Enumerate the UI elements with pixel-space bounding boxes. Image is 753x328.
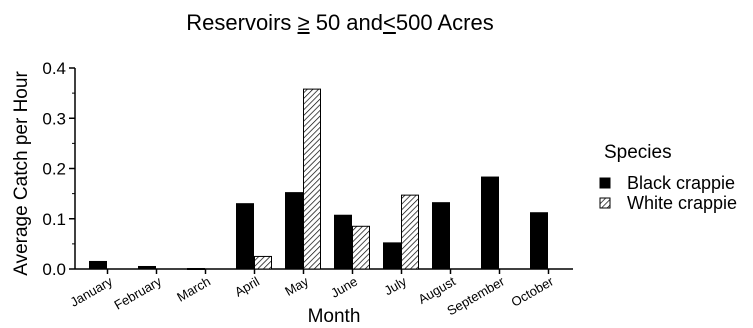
title-geq-symbol: ≥ xyxy=(297,10,310,35)
chart-title: Reservoirs ≥ 50 and<500 Acres xyxy=(0,10,680,36)
legend-swatch xyxy=(599,177,611,189)
x-tick-label: March xyxy=(174,274,213,305)
x-tick-label: July xyxy=(381,273,409,298)
legend-label: White crappie xyxy=(627,193,737,213)
bar-black-crappie-may xyxy=(285,192,303,270)
bar-black-crappie-august xyxy=(432,202,450,270)
y-tick-label: 0.1 xyxy=(42,210,66,229)
y-tick-label: 0.4 xyxy=(42,59,66,78)
bar-white-crappie-july xyxy=(401,194,419,270)
x-tick-label: February xyxy=(111,273,164,312)
bar-white-crappie-april xyxy=(254,255,272,270)
chart-title-text: Reservoirs xyxy=(186,10,292,35)
bar-black-crappie-january xyxy=(89,260,107,270)
title-mid-text: 50 and xyxy=(309,10,384,35)
bars xyxy=(89,88,548,270)
x-tick-label: January xyxy=(67,273,115,309)
x-axis-label: Month xyxy=(308,306,361,327)
bar-black-crappie-april xyxy=(236,203,254,270)
title-end-text: 500 Acres xyxy=(395,10,494,35)
legend-label: Black crappie xyxy=(627,173,735,193)
y-tick-label: 0.3 xyxy=(42,109,66,128)
y-tick-label: 0.2 xyxy=(42,160,66,179)
legend-title: Species xyxy=(604,142,672,163)
bar-black-crappie-march xyxy=(187,267,205,270)
bar-black-crappie-july xyxy=(383,242,401,270)
bar-black-crappie-june xyxy=(334,214,352,270)
x-tick-label: October xyxy=(508,273,556,309)
title-lt-symbol: < xyxy=(383,10,396,35)
y-axis-label: Average Catch per Hour xyxy=(11,71,32,276)
bar-black-crappie-october xyxy=(530,212,548,270)
x-tick-label: June xyxy=(328,274,360,301)
bar-white-crappie-may xyxy=(303,88,321,270)
bar-white-crappie-june xyxy=(352,225,370,270)
y-tick-label: 0.0 xyxy=(42,260,66,279)
x-tick-label: April xyxy=(232,274,262,300)
bar-black-crappie-september xyxy=(481,176,499,270)
bar-black-crappie-february xyxy=(138,265,156,270)
x-tick-label: May xyxy=(282,273,311,299)
legend-swatch xyxy=(599,197,611,209)
